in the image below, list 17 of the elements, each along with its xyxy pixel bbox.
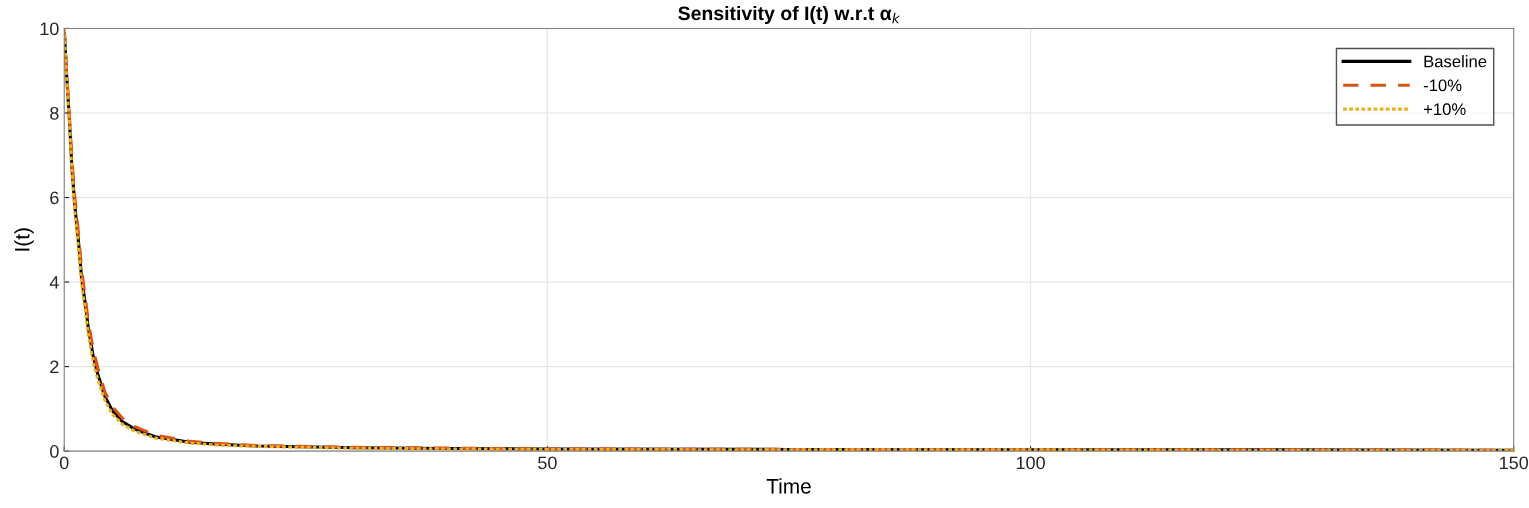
y-tick-label: 0 xyxy=(50,445,59,458)
chart-title: Sensitivity of I(t) w.r.t α$_{k}$ xyxy=(678,5,901,25)
x-tick-label: 50 xyxy=(538,456,557,470)
legend-label: -10% xyxy=(1423,79,1462,92)
legend-label: +10% xyxy=(1423,103,1466,116)
x-tick-label: 150 xyxy=(1500,456,1529,470)
y-tick-label: 8 xyxy=(50,106,59,120)
legend-label: Baseline xyxy=(1424,55,1487,68)
y-tick-label: 2 xyxy=(50,360,59,374)
y-tick-label: 6 xyxy=(50,191,59,205)
line-series xyxy=(64,28,1514,452)
y-tick-label: 4 xyxy=(49,276,59,289)
y-axis-title: I(t) xyxy=(14,228,34,251)
x-tick-label: 0 xyxy=(59,456,69,470)
x-tick-label: 100 xyxy=(1016,456,1045,470)
y-tick-label: 10 xyxy=(40,22,59,36)
x-axis-title: Time xyxy=(766,478,811,494)
